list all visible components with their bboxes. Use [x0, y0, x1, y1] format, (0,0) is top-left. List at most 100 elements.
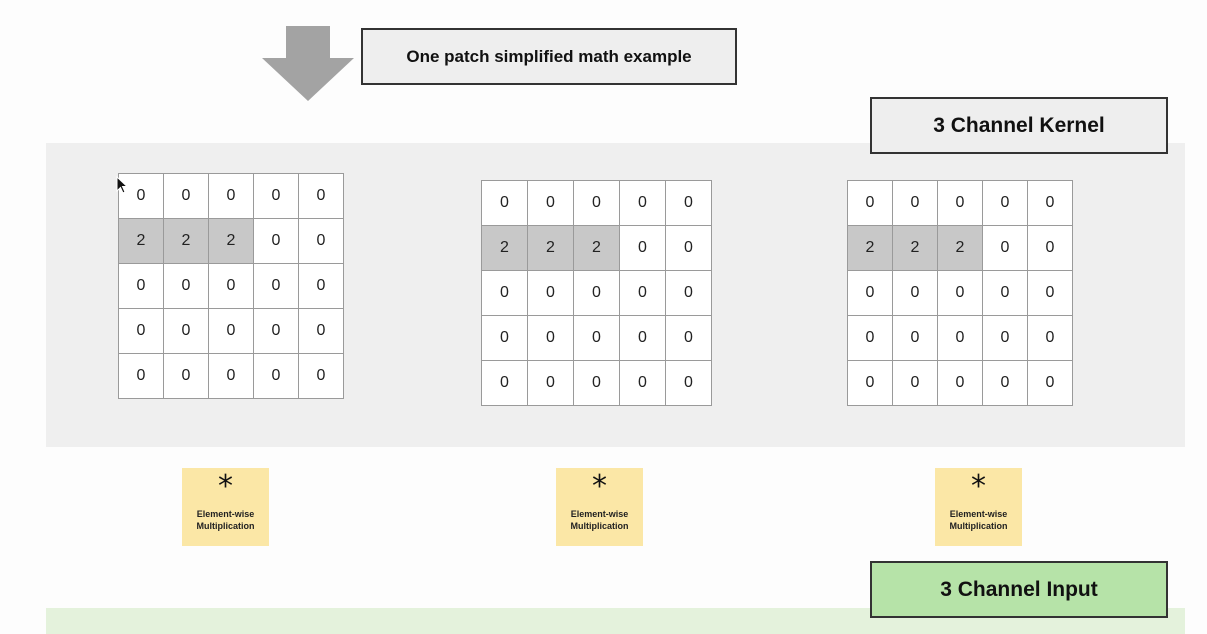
matrix-cell: 0: [527, 315, 574, 361]
matrix-cell-highlighted: 2: [847, 225, 893, 271]
matrix-cell: 0: [208, 263, 254, 309]
operation-note-3: * Element-wise Multiplication: [935, 468, 1022, 546]
asterisk-icon: *: [592, 469, 607, 504]
matrix-cell: 0: [481, 180, 528, 226]
matrix-cell: 0: [298, 263, 344, 309]
matrix-row: 0 0 0 0 0: [481, 270, 712, 316]
matrix-row: 2 2 2 0 0: [481, 225, 712, 271]
matrix-cell: 0: [937, 180, 983, 226]
matrix-cell-highlighted: 2: [527, 225, 574, 271]
matrix-row: 0 0 0 0 0: [847, 180, 1073, 226]
matrix-cell: 0: [298, 218, 344, 264]
matrix-row: 0 0 0 0 0: [481, 360, 712, 406]
matrix-cell: 0: [665, 315, 712, 361]
matrix-row: 0 0 0 0 0: [847, 270, 1073, 316]
matrix-cell: 0: [163, 173, 209, 219]
matrix-cell: 0: [253, 173, 299, 219]
matrix-cell: 0: [118, 308, 164, 354]
operation-line-1: Element-wise: [570, 509, 629, 519]
matrix-cell: 0: [1027, 225, 1073, 271]
matrix-cell: 0: [118, 263, 164, 309]
matrix-cell: 0: [619, 360, 666, 406]
matrix-cell-highlighted: 2: [481, 225, 528, 271]
matrix-cell: 0: [573, 315, 620, 361]
matrix-cell: 0: [982, 360, 1028, 406]
matrix-cell: 0: [847, 315, 893, 361]
asterisk-icon: *: [971, 469, 986, 504]
matrix-cell-highlighted: 2: [163, 218, 209, 264]
operation-note-1: * Element-wise Multiplication: [182, 468, 269, 546]
matrix-row: 0 0 0 0 0: [118, 353, 344, 399]
matrix-row: 2 2 2 0 0: [847, 225, 1073, 271]
matrix-row: 2 2 2 0 0: [118, 218, 344, 264]
matrix-cell: 0: [937, 315, 983, 361]
operation-line-1: Element-wise: [196, 509, 255, 519]
matrix-cell: 0: [1027, 180, 1073, 226]
matrix-cell: 0: [118, 173, 164, 219]
down-arrow-icon: [262, 26, 354, 101]
matrix-cell: 0: [847, 360, 893, 406]
caption-text: One patch simplified math example: [406, 46, 692, 66]
input-label-text: 3 Channel Input: [940, 577, 1098, 601]
matrix-cell: 0: [253, 353, 299, 399]
matrix-cell: 0: [1027, 360, 1073, 406]
matrix-row: 0 0 0 0 0: [847, 360, 1073, 406]
matrix-cell: 0: [1027, 270, 1073, 316]
matrix-cell: 0: [298, 353, 344, 399]
matrix-cell: 0: [573, 360, 620, 406]
matrix-cell: 0: [619, 270, 666, 316]
matrix-cell: 0: [937, 270, 983, 316]
matrix-row: 0 0 0 0 0: [847, 315, 1073, 361]
matrix-cell: 0: [619, 225, 666, 271]
matrix-cell: 0: [298, 308, 344, 354]
operation-line-2: Multiplication: [196, 521, 255, 531]
matrix-cell: 0: [665, 180, 712, 226]
matrix-row: 0 0 0 0 0: [481, 180, 712, 226]
matrix-cell: 0: [619, 315, 666, 361]
operation-line-2: Multiplication: [949, 521, 1008, 531]
matrix-cell: 0: [982, 315, 1028, 361]
matrix-cell: 0: [892, 360, 938, 406]
matrix-cell: 0: [665, 360, 712, 406]
kernel-label-text: 3 Channel Kernel: [933, 113, 1105, 137]
matrix-cell: 0: [892, 180, 938, 226]
matrix-cell: 0: [847, 180, 893, 226]
matrix-cell-highlighted: 2: [208, 218, 254, 264]
matrix-cell: 0: [665, 270, 712, 316]
matrix-cell: 0: [163, 263, 209, 309]
kernel-matrix-3: 0 0 0 0 0 2 2 2 0 0 0 0 0 0 0 0 0 0 0 0 …: [847, 180, 1073, 406]
asterisk-icon: *: [218, 469, 233, 504]
matrix-cell: 0: [481, 315, 528, 361]
matrix-cell: 0: [253, 308, 299, 354]
matrix-row: 0 0 0 0 0: [118, 263, 344, 309]
kernel-matrix-1: 0 0 0 0 0 2 2 2 0 0 0 0 0 0 0 0 0 0 0 0 …: [118, 173, 344, 399]
matrix-cell-highlighted: 2: [573, 225, 620, 271]
matrix-cell: 0: [163, 308, 209, 354]
matrix-cell: 0: [208, 308, 254, 354]
matrix-cell: 0: [118, 353, 164, 399]
operation-note-2: * Element-wise Multiplication: [556, 468, 643, 546]
matrix-cell: 0: [527, 180, 574, 226]
matrix-cell: 0: [619, 180, 666, 226]
matrix-cell: 0: [982, 270, 1028, 316]
matrix-cell: 0: [163, 353, 209, 399]
matrix-cell-highlighted: 2: [118, 218, 164, 264]
matrix-cell: 0: [298, 173, 344, 219]
matrix-row: 0 0 0 0 0: [481, 315, 712, 361]
matrix-cell: 0: [253, 218, 299, 264]
matrix-cell: 0: [982, 225, 1028, 271]
matrix-cell: 0: [481, 270, 528, 316]
operation-line-2: Multiplication: [570, 521, 629, 531]
matrix-cell: 0: [665, 225, 712, 271]
matrix-cell: 0: [847, 270, 893, 316]
caption-box: One patch simplified math example: [361, 28, 737, 85]
matrix-cell: 0: [892, 315, 938, 361]
matrix-row: 0 0 0 0 0: [118, 308, 344, 354]
matrix-cell: 0: [527, 270, 574, 316]
matrix-cell: 0: [481, 360, 528, 406]
matrix-cell: 0: [208, 353, 254, 399]
matrix-cell: 0: [573, 270, 620, 316]
matrix-cell: 0: [892, 270, 938, 316]
matrix-cell: 0: [573, 180, 620, 226]
input-label-box: 3 Channel Input: [870, 561, 1168, 618]
